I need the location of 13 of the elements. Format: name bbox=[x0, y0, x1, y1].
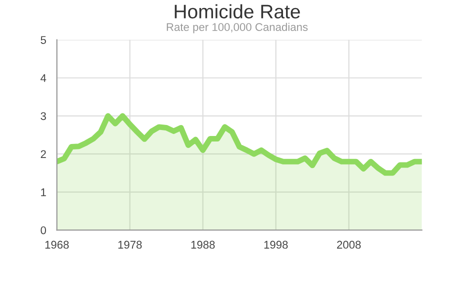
x-tick-label: 1998 bbox=[264, 240, 288, 249]
x-tick-label: 1968 bbox=[45, 240, 69, 249]
y-tick-label: 0 bbox=[40, 226, 46, 234]
y-tick-label: 5 bbox=[40, 36, 46, 44]
y-tick-label: 2 bbox=[40, 150, 46, 158]
y-tick-label: 4 bbox=[40, 74, 46, 82]
y-tick-label: 3 bbox=[40, 112, 46, 120]
chart-title: Homicide Rate bbox=[174, 4, 300, 18]
x-tick-label: 1988 bbox=[191, 240, 215, 249]
x-tick-label: 2008 bbox=[337, 240, 361, 249]
y-tick-label: 1 bbox=[41, 188, 46, 196]
x-tick-label: 1978 bbox=[118, 240, 142, 249]
chart-subtitle: Rate per 100,000 Canadians bbox=[166, 22, 308, 34]
